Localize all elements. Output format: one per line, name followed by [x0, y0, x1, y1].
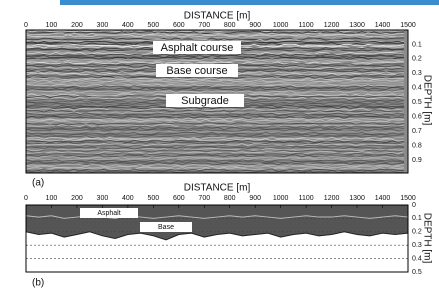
x-tick-label: 1300	[349, 195, 365, 202]
x-tick-label: 1200	[324, 195, 340, 202]
y-title-a: DEPTH [m]	[421, 75, 432, 126]
x-tick-label: 700	[198, 22, 210, 29]
x-tick-label: 600	[173, 195, 185, 202]
x-tick-label: 1000	[273, 22, 289, 29]
x-tick-label: 500	[147, 22, 159, 29]
x-tick-label: 0	[24, 22, 28, 29]
top-strip	[60, 0, 439, 5]
x-title-a: DISTANCE [m]	[184, 11, 251, 22]
y-tick-label: 0.7	[412, 128, 422, 135]
x-tick-label: 800	[224, 195, 236, 202]
x-tick-label: 1400	[375, 22, 391, 29]
y-tick-label: 0.5	[412, 269, 422, 276]
x-tick-label: 1100	[299, 195, 314, 202]
y-tick-label: 0.1	[412, 215, 422, 222]
x-tick-label: 100	[46, 195, 58, 202]
x-tick-label: 700	[198, 195, 210, 202]
x-tick-label: 100	[46, 22, 58, 29]
x-tick-label: 600	[173, 22, 185, 29]
y-tick-label: 0.5	[412, 99, 422, 106]
x-tick-label: 300	[97, 195, 109, 202]
tag-a: (a)	[32, 178, 44, 189]
x-tick-label: 1100	[299, 22, 314, 29]
figure: DISTANCE [m] DEPTH [m] (a) DISTANCE [m] …	[0, 0, 439, 291]
y-title-b: DEPTH [m]	[421, 213, 432, 264]
layer-label: Base course	[166, 65, 227, 77]
y-tick-label: 0	[412, 202, 416, 209]
x-tick-label: 500	[147, 195, 159, 202]
x-tick-label: 1000	[273, 195, 289, 202]
y-tick-label: 0.2	[412, 56, 422, 63]
y-tick-label: 0.4	[412, 85, 422, 92]
series-label: Asphalt	[97, 210, 120, 217]
y-tick-label: 0.3	[412, 242, 422, 249]
x-tick-label: 900	[249, 195, 261, 202]
y-tick-label: 0.2	[412, 229, 422, 236]
x-tick-label: 400	[122, 22, 134, 29]
x-tick-label: 200	[71, 195, 83, 202]
y-tick-label: 0.4	[412, 255, 422, 262]
x-tick-label: 200	[71, 22, 83, 29]
layer-label: Subgrade	[181, 95, 229, 107]
x-tick-label: 900	[249, 22, 261, 29]
x-tick-label: 1400	[375, 195, 391, 202]
y-tick-label: 0.3	[412, 70, 422, 77]
x-tick-label: 400	[122, 195, 134, 202]
x-tick-label: 1300	[349, 22, 365, 29]
x-tick-label: 1200	[324, 22, 340, 29]
y-tick-label: 0.1	[412, 41, 422, 48]
y-tick-label: 0.9	[412, 157, 422, 164]
x-tick-label: 1500	[400, 22, 416, 29]
x-tick-label: 0	[24, 195, 28, 202]
tag-b: (b)	[32, 278, 44, 289]
series-label: Base	[158, 224, 174, 231]
x-tick-label: 800	[224, 22, 236, 29]
y-tick-label: 0.8	[412, 142, 422, 149]
x-tick-label: 1500	[400, 195, 416, 202]
x-tick-label: 300	[97, 22, 109, 29]
layer-label: Asphalt course	[161, 42, 234, 54]
page: {"panel_a":{"x_title":"DISTANCE [m]","y_…	[0, 0, 439, 291]
x-title-b: DISTANCE [m]	[184, 183, 251, 194]
y-tick-label: 0.6	[412, 114, 422, 121]
